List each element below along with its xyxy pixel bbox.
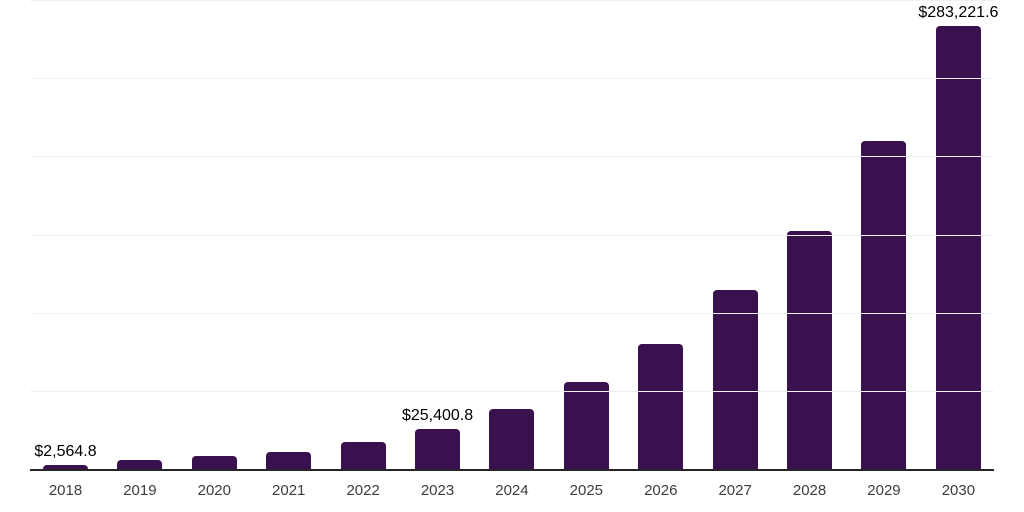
- gridline: [30, 0, 994, 1]
- bar-2028: [787, 231, 833, 469]
- bar-2020: [191, 456, 237, 469]
- bar-column-2023: $25,400.8: [402, 0, 473, 469]
- value-label-2018: $2,564.8: [34, 443, 97, 460]
- bar-column-2029: [861, 0, 907, 469]
- x-tick-label-2021: 2021: [272, 482, 306, 499]
- bar-column-2021: [266, 0, 312, 469]
- gridline: [30, 78, 994, 80]
- bar-column-2027: [712, 0, 758, 469]
- x-tick-label-2020: 2020: [197, 482, 231, 499]
- x-tick-label-2028: 2028: [792, 482, 827, 499]
- bar-2019: [117, 459, 163, 469]
- x-tick-label-2019: 2019: [123, 482, 157, 499]
- x-axis-line: [30, 469, 994, 471]
- bar-column-2025: [563, 0, 609, 469]
- bar-2029: [861, 141, 907, 469]
- bar-column-2020: [191, 0, 237, 469]
- x-axis-labels: 2018 2019 2020 2021 2022 2023 2024 2025 2026 2027…: [43, 482, 981, 499]
- bar-2023: [415, 429, 461, 469]
- bar-2021: [266, 451, 312, 469]
- bar-column-2018: $2,564.8: [34, 0, 97, 469]
- x-tick-label-2029: 2029: [867, 482, 901, 499]
- bar-column-2028: [787, 0, 833, 469]
- bar-2024: [489, 409, 535, 469]
- x-tick-label-2026: 2026: [644, 482, 678, 499]
- gridline: [30, 156, 994, 158]
- bar-column-2022: [340, 0, 386, 469]
- bar-2026: [638, 344, 684, 469]
- bar-2025: [563, 381, 609, 469]
- gridline: [30, 390, 994, 392]
- value-label-2023: $25,400.8: [401, 407, 474, 425]
- x-tick-label-2023: 2023: [420, 482, 455, 499]
- bar-column-2019: [117, 0, 163, 469]
- gridline: [30, 234, 994, 236]
- x-tick-label-2025: 2025: [569, 482, 604, 499]
- bar-2030: [935, 26, 981, 469]
- x-tick-label-2024: 2024: [495, 482, 529, 499]
- bar-2018: [43, 465, 88, 469]
- value-label-2030: $283,221.6: [918, 4, 999, 22]
- bar-2022: [340, 441, 386, 469]
- x-tick-label-2022: 2022: [346, 482, 380, 499]
- x-tick-label-2027: 2027: [718, 482, 752, 499]
- bar-column-2024: [489, 0, 535, 469]
- bar-2027: [712, 290, 758, 469]
- bar-column-2026: [638, 0, 684, 469]
- bars-container: $2,564.8 $25,400.8 $283,221.6: [34, 0, 998, 469]
- x-tick-label-2018: 2018: [48, 482, 83, 499]
- bar-column-2030: $283,221.6: [918, 0, 998, 469]
- gridline: [30, 312, 994, 314]
- plot-area: $2,564.8 $25,400.8 $283,221.6: [30, 0, 998, 471]
- x-tick-label-2030: 2030: [941, 482, 976, 499]
